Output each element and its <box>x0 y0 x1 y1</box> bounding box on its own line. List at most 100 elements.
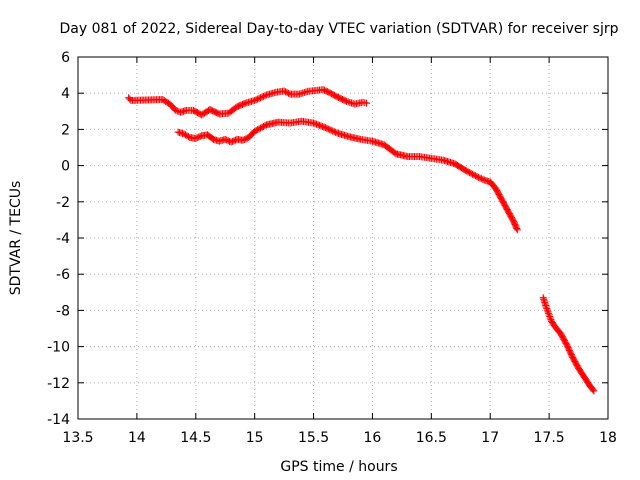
data-point <box>285 89 293 97</box>
data-point <box>466 169 474 177</box>
chart-title: Day 081 of 2022, Sidereal Day-to-day VTE… <box>59 21 618 37</box>
data-point <box>341 97 349 105</box>
data-point <box>195 133 203 141</box>
data-point <box>546 313 554 321</box>
data-point <box>332 128 340 136</box>
data-point <box>467 169 475 177</box>
data-point <box>313 120 320 128</box>
data-point <box>173 107 181 115</box>
data-point <box>261 92 269 100</box>
data-point <box>315 121 323 129</box>
x-tick-label: 17.5 <box>534 430 565 446</box>
data-point <box>310 119 318 127</box>
data-point <box>311 120 319 128</box>
data-point <box>513 226 521 234</box>
data-point <box>254 126 262 134</box>
data-point <box>240 136 248 144</box>
data-point <box>230 137 238 145</box>
data-point <box>543 306 551 314</box>
data-point <box>321 124 329 132</box>
data-point <box>543 305 551 313</box>
data-point <box>513 224 521 232</box>
data-point <box>260 92 267 100</box>
data-point <box>282 88 290 96</box>
y-tick-label: -8 <box>56 303 70 319</box>
data-points <box>125 86 598 395</box>
data-point <box>319 86 327 94</box>
data-point <box>257 94 265 102</box>
data-point <box>240 100 248 108</box>
data-point <box>320 86 328 94</box>
data-point <box>252 126 260 134</box>
y-axis: -14 -12 -10 -8 -6 -4 -2 0 2 4 6 <box>47 50 608 428</box>
data-point <box>479 175 487 183</box>
data-point <box>322 87 330 95</box>
data-point <box>472 172 479 180</box>
data-point <box>196 132 204 140</box>
x-tick-label: 16.5 <box>416 430 447 446</box>
data-point <box>464 168 472 176</box>
data-point <box>590 387 598 395</box>
y-tick-label: -14 <box>47 412 70 428</box>
data-point <box>192 134 200 142</box>
data-point <box>261 122 269 130</box>
data-point <box>324 125 332 133</box>
data-point <box>318 122 326 130</box>
y-tick-label: 2 <box>61 122 70 138</box>
y-tick-label: 4 <box>61 86 70 102</box>
data-point <box>260 122 267 130</box>
data-point <box>227 138 235 146</box>
data-point <box>221 135 229 143</box>
data-point <box>589 386 597 394</box>
data-point <box>258 93 266 101</box>
data-point <box>326 126 334 134</box>
data-point <box>255 94 263 102</box>
data-point <box>463 167 471 175</box>
data-point <box>224 137 232 145</box>
data-point <box>474 173 482 181</box>
x-tick-label: 14.5 <box>180 430 211 446</box>
data-point <box>229 137 237 145</box>
data-point <box>320 123 328 131</box>
x-tick-label: 16 <box>364 430 382 446</box>
data-point <box>193 134 201 142</box>
data-point <box>255 125 263 133</box>
data-point <box>545 311 553 319</box>
data-point <box>323 124 331 132</box>
x-tick-label: 15.5 <box>298 430 329 446</box>
data-point <box>327 126 335 134</box>
data-point <box>470 171 478 179</box>
data-point <box>283 89 291 97</box>
data-point <box>280 87 288 95</box>
x-axis: 13.5 14 14.5 15 15.5 16 16.5 17 17.5 18 <box>62 57 617 446</box>
data-point <box>251 96 259 104</box>
grid <box>78 57 608 419</box>
x-tick-label: 14 <box>128 430 146 446</box>
data-point <box>469 170 477 178</box>
data-point <box>242 135 250 143</box>
x-axis-label: GPS time / hours <box>280 459 397 475</box>
data-point <box>252 96 260 104</box>
y-tick-label: -6 <box>56 267 70 283</box>
data-point <box>363 99 371 107</box>
data-point <box>251 127 259 135</box>
x-tick-label: 15 <box>246 430 264 446</box>
data-point <box>476 174 484 182</box>
data-point <box>223 136 231 144</box>
x-tick-label: 13.5 <box>62 430 93 446</box>
data-point <box>239 136 247 144</box>
data-point <box>544 308 552 316</box>
data-point <box>545 309 553 317</box>
data-point <box>258 123 266 131</box>
data-point <box>330 128 338 136</box>
data-point <box>314 121 322 129</box>
y-tick-label: -2 <box>56 195 70 211</box>
data-point <box>477 175 485 183</box>
x-tick-label: 18 <box>599 430 617 446</box>
y-tick-label: 0 <box>61 159 70 175</box>
data-point <box>329 127 337 135</box>
data-point <box>184 133 192 141</box>
y-tick-label: -10 <box>47 340 70 356</box>
data-point <box>317 122 325 130</box>
